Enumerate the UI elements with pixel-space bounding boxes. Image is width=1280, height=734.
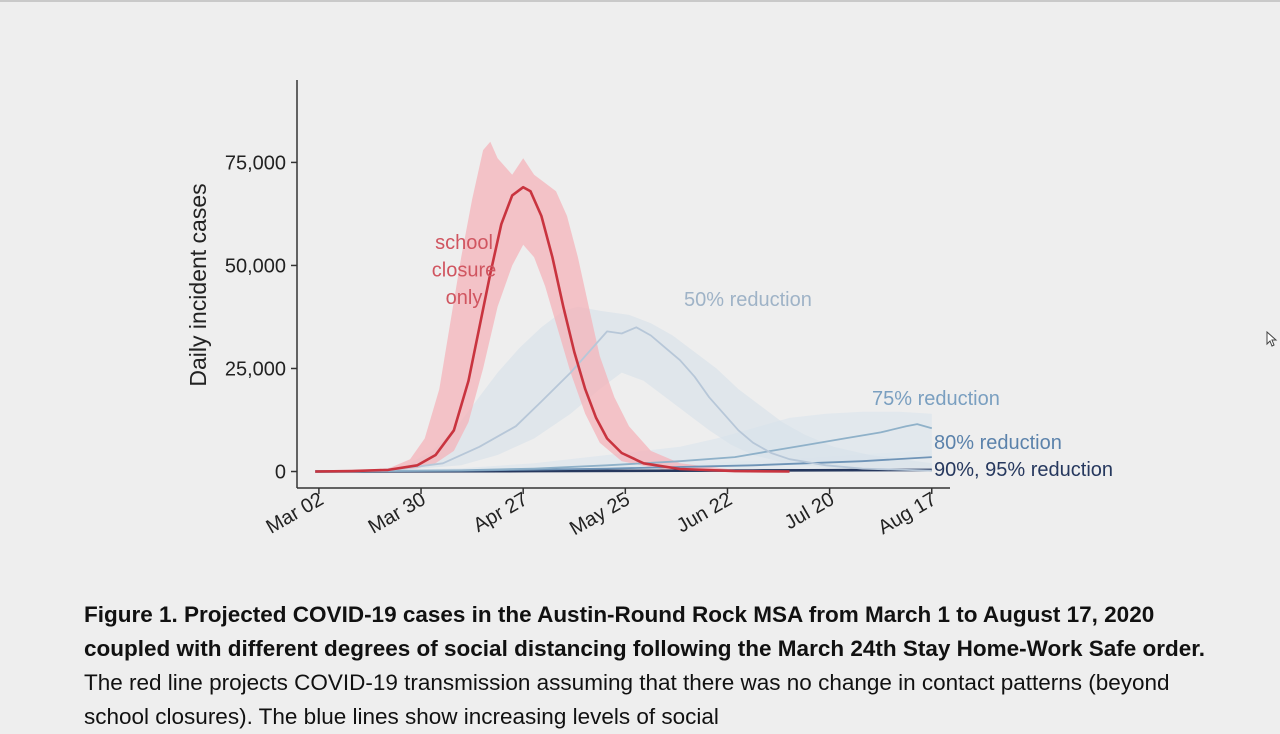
annotation-1-line-0: 50% reduction: [684, 289, 812, 311]
y-tick-label-0: 0: [275, 462, 286, 484]
annotation-0-line-2: only: [446, 287, 483, 309]
x-tick-label-0: Mar 02: [262, 488, 327, 538]
band-1: [315, 306, 932, 472]
x-tick-label-1: Mar 30: [365, 488, 430, 538]
x-ticks: Mar 02 Mar 30 Apr 27 May 25 Jun 22 Jul 20 Aug …: [262, 488, 940, 540]
x-tick-label-5: Jul 20: [781, 488, 838, 534]
annotation-0-line-0: school: [435, 232, 493, 254]
top-border: [0, 0, 1280, 2]
series-line-1: [315, 326, 932, 473]
series-annotations: school closure only 50% reduction 75% reduct…: [432, 232, 1113, 481]
y-ticks: 0 25,000 50,000 75,000: [225, 152, 297, 484]
band-3: [315, 450, 932, 472]
x-tick-label-2: Apr 27: [470, 488, 532, 537]
band-0: [315, 141, 790, 472]
caption-bold: Figure 1. Projected COVID-19 cases in th…: [84, 602, 1206, 661]
series-line-0: [315, 185, 790, 473]
annotation-3-line-0: 80% reduction: [934, 432, 1062, 454]
mouse-cursor-icon: [1266, 331, 1278, 347]
uncertainty-bands: [315, 141, 932, 472]
x-tick-label-4: Jun 22: [673, 488, 736, 537]
series-lines: [315, 185, 933, 473]
y-tick-label-3: 75,000: [225, 152, 286, 174]
series-line-2: [315, 423, 933, 473]
chart-axes: [296, 80, 950, 489]
x-tick-label-3: May 25: [566, 488, 634, 540]
annotation-2-line-0: 75% reduction: [872, 388, 1000, 410]
y-tick-label-1: 25,000: [225, 358, 286, 380]
y-axis-title: Daily incident cases: [185, 183, 211, 386]
x-tick-label-6: Aug 17: [874, 488, 940, 539]
y-tick-label-2: 50,000: [225, 255, 286, 277]
caption-regular: The red line projects COVID-19 transmiss…: [84, 670, 1170, 729]
figure-caption: Figure 1. Projected COVID-19 cases in th…: [84, 598, 1234, 734]
annotation-0-line-1: closure: [432, 260, 496, 282]
annotation-4-line-0: 90%, 95% reduction: [934, 459, 1113, 481]
